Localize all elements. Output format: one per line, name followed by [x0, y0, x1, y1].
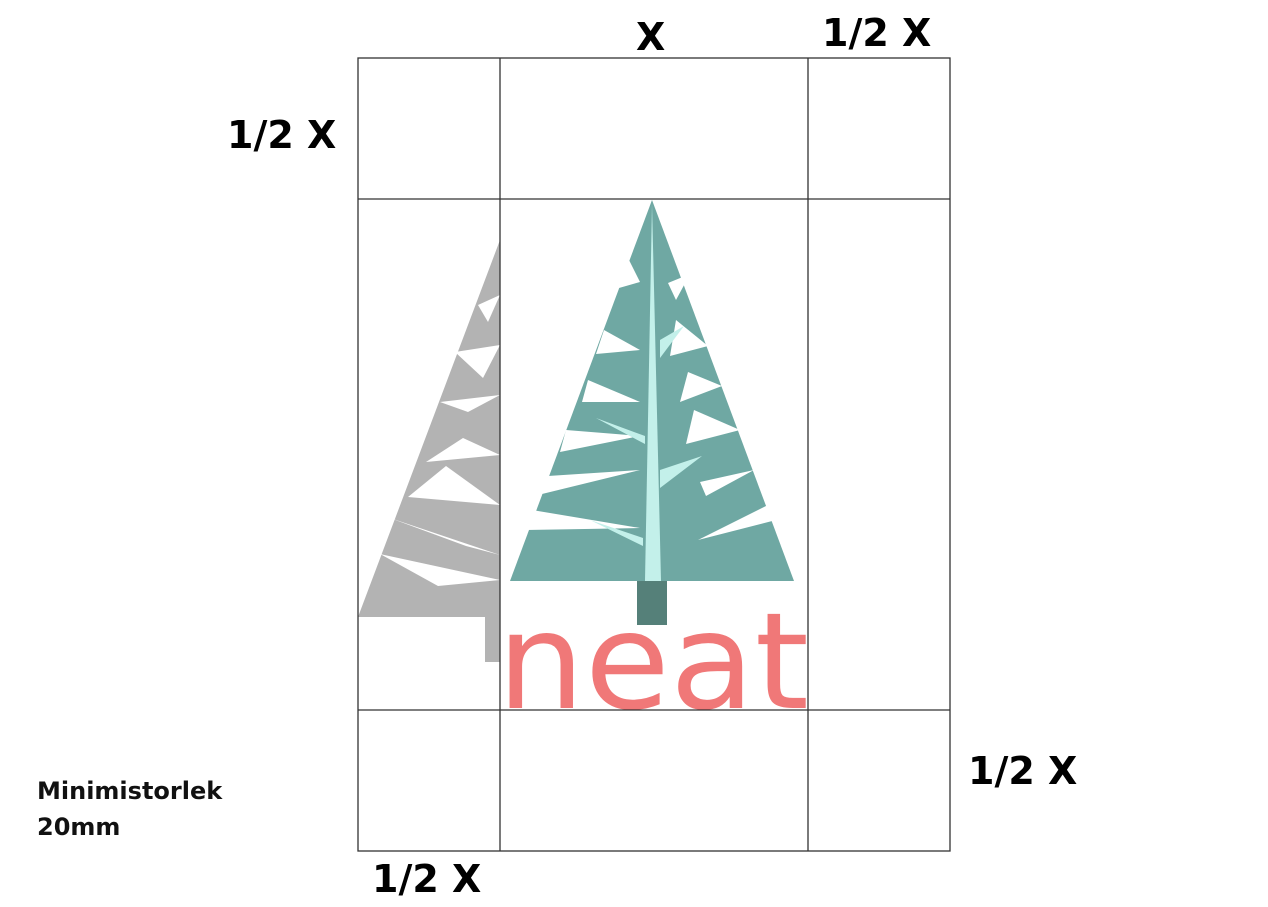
caption-line-2: 20mm: [37, 813, 121, 841]
ghost-tree-icon: [358, 240, 500, 662]
minimum-size-caption: Minimistorlek 20mm: [37, 773, 222, 845]
caption-line-1: Minimistorlek: [37, 777, 223, 805]
dimension-label-right: 1/2 X: [968, 749, 1078, 793]
dimension-label-top-right: 1/2 X: [822, 11, 932, 55]
tree-trunk: [637, 581, 667, 625]
dimension-label-top-x: X: [636, 15, 666, 59]
wordmark: neat: [497, 584, 809, 740]
clearspace-grid: [357, 57, 951, 852]
tree-logo-icon: [510, 200, 794, 625]
dimension-label-left: 1/2 X: [227, 113, 337, 157]
dimension-label-bottom: 1/2 X: [372, 857, 482, 901]
